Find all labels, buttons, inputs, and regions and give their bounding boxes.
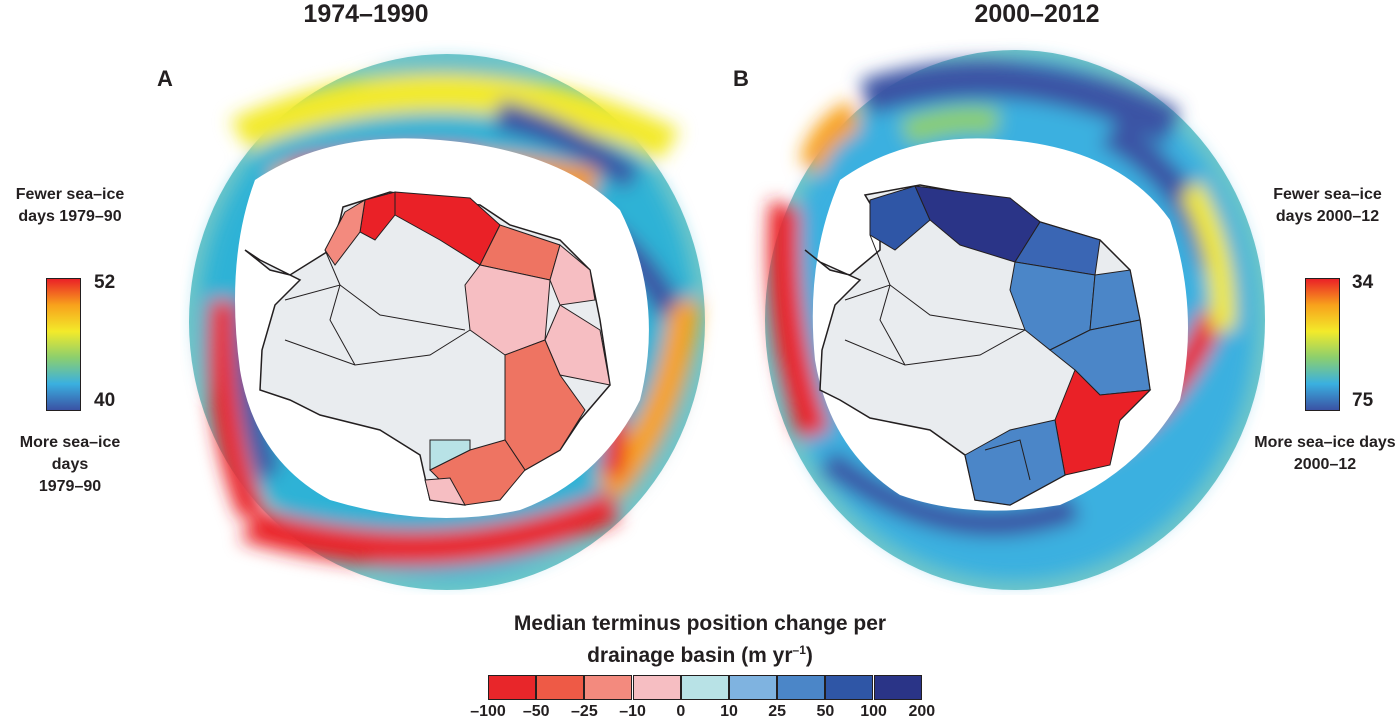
legend-swatch-8 [873,675,922,700]
colorbar-b-bottom-caption: More sea–ice days 2000–12 [1250,432,1400,476]
panel-a-letter: A [157,66,173,91]
legend-swatch-0 [488,675,536,700]
colorbar-a-min: 40 [94,390,116,411]
legend-swatch-2 [584,675,633,700]
legend-title: Median terminus position change per drai… [420,610,980,669]
legend-tick-3: –10 [619,703,646,720]
basin-a-11 [424,477,466,506]
legend-title-line2: drainage basin (m yr–1) [420,637,980,669]
colorbar-a-bottom-caption: More sea–ice days 1979–90 [0,432,140,498]
panel-b-title: 2000–2012 [974,0,1100,28]
basin-b-8 [964,419,1066,506]
colorbar-b-gradient [1305,278,1340,411]
legend-swatch-5 [729,675,777,700]
map-b-sea-ice [765,50,1265,590]
colorbar-b-min: 75 [1352,390,1374,411]
colorbar-a-max: 52 [94,272,116,293]
legend-title-end: ) [805,644,813,667]
basin-b-1 [869,185,931,251]
basin-a-3 [324,199,366,266]
legend-tick-0: –100 [470,703,506,720]
basin-a-6 [549,244,596,306]
colorbar-b-top-caption: Fewer sea–ice days 2000–12 [1255,184,1400,228]
legend-swatch-1 [536,675,585,700]
colorbar-a-bottom-caption-line1: More sea–ice days [19,434,121,473]
drainage-basins-a [324,191,611,506]
panel-b-letter: B [733,66,749,91]
legend-title-line1: Median terminus position change per [513,612,887,635]
colorbar-b-top-caption-line1: Fewer sea–ice [1273,186,1382,203]
legend-swatch-6 [777,675,826,700]
legend-title-line2-text: drainage basin (m yr [587,644,793,667]
colorbar-b-bottom-caption-line1: More sea–ice days [1254,434,1396,451]
colorbar-b-max: 34 [1352,272,1374,293]
colorbar-a-gradient [46,278,81,411]
colorbar-b-top-caption-line2: days 2000–12 [1275,208,1380,225]
legend-tick-6: 25 [768,703,787,720]
legend-tick-2: –25 [571,703,598,720]
legend-swatch-3 [632,675,681,700]
basin-lines-b [844,234,1031,481]
drainage-basins-b [869,185,1152,506]
legend-tick-9: 200 [908,703,936,720]
legend-tick-8: 100 [860,703,887,720]
basin-a-10 [429,439,471,471]
legend-tick-4: 0 [676,703,686,720]
map-a-sea-ice [189,54,705,590]
colorbar-a-top-caption-line2: days 1979–90 [18,208,122,225]
colorbar-a-bottom-caption-line2: 1979–90 [38,478,102,495]
colorbar-b-bottom-caption-line2: 2000–12 [1293,456,1357,473]
legend-tick-7: 50 [816,703,835,720]
colorbar-a-top-caption: Fewer sea–ice days 1979–90 [0,184,140,228]
legend-swatch-7 [825,675,874,700]
legend-title-superscript: –1 [792,643,806,657]
basin-lines-a [284,249,471,366]
colorbar-a-top-caption-line1: Fewer sea–ice [15,186,125,203]
legend-tick-1: –50 [522,703,550,720]
panel-a-title: 1974–1990 [303,0,429,28]
legend-tick-5: 10 [720,703,738,720]
legend-swatch-4 [680,675,729,700]
